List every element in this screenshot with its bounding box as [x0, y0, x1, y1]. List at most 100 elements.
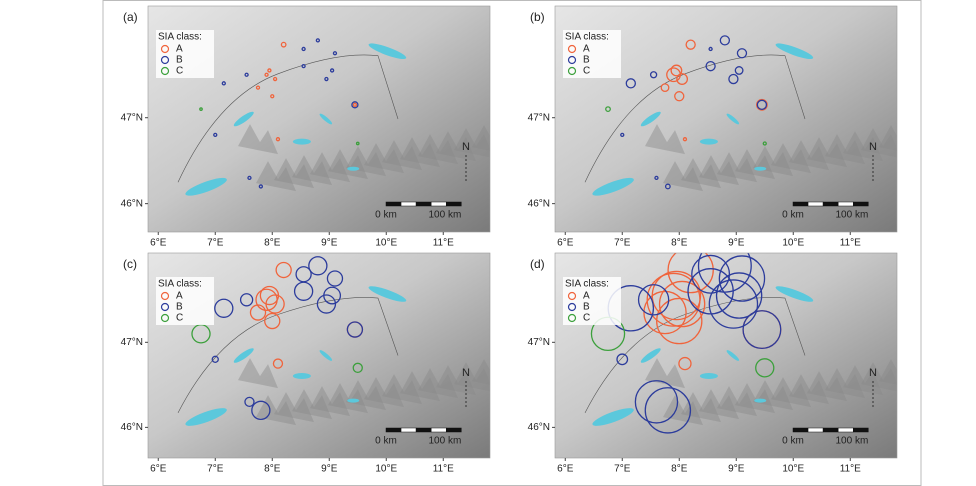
- event-circle: [213, 132, 218, 138]
- relief: [400, 137, 440, 168]
- event-circle: [708, 46, 713, 52]
- legend-marker: [160, 55, 170, 65]
- legend-box: [563, 277, 621, 325]
- event-circle: [762, 141, 767, 146]
- lake: [347, 398, 360, 403]
- x-tick-label: 8°E: [671, 238, 688, 249]
- event-circle: [199, 107, 203, 111]
- event-circle: [625, 78, 636, 89]
- event-circle: [687, 268, 734, 315]
- scale-segment: [400, 201, 417, 207]
- relief: [418, 368, 458, 399]
- event-circle: [255, 85, 261, 90]
- event-circle: [685, 39, 696, 50]
- relief: [735, 383, 775, 414]
- legend-label: A: [176, 44, 183, 55]
- event-circle: [755, 358, 775, 378]
- relief: [753, 380, 793, 411]
- x-tick-label: 6°E: [557, 238, 574, 249]
- relief: [472, 125, 490, 151]
- relief: [382, 140, 422, 171]
- scale-segment: [415, 201, 432, 207]
- lake: [319, 113, 333, 125]
- x-tick-label: 6°E: [557, 464, 574, 475]
- event-circle: [258, 184, 264, 189]
- border: [177, 297, 399, 414]
- x-tick-label: 8°E: [264, 238, 281, 249]
- y-tick-label: 46°N: [528, 422, 550, 433]
- scale-label: 0 km: [375, 436, 397, 447]
- map-frame: [147, 252, 491, 459]
- event-circle: [697, 253, 752, 293]
- lake: [292, 138, 311, 145]
- relief: [454, 362, 490, 392]
- scale-segment: [822, 201, 839, 207]
- relief: [292, 155, 332, 186]
- lake: [292, 373, 311, 379]
- x-tick-label: 6°E: [150, 238, 167, 249]
- scale-label: 100 km: [836, 436, 869, 447]
- relief: [238, 358, 278, 389]
- legend-label: C: [176, 313, 183, 324]
- lake: [699, 138, 718, 145]
- legend-label: A: [583, 44, 590, 55]
- map-frame: [554, 5, 898, 233]
- event-circle: [755, 98, 768, 111]
- map-frame: [147, 5, 491, 233]
- event-circle: [718, 255, 766, 302]
- legend-box: [156, 277, 214, 325]
- scale-segment: [430, 201, 447, 207]
- relief: [256, 161, 296, 192]
- event-circle: [249, 304, 267, 321]
- event-circle: [715, 272, 763, 319]
- scale-segment: [792, 427, 809, 433]
- legend-marker: [567, 291, 577, 301]
- event-circle: [308, 256, 328, 276]
- panel-label: (d): [530, 257, 545, 271]
- event-circle: [326, 270, 344, 287]
- event-circle: [267, 68, 272, 73]
- scale-segment: [792, 201, 809, 207]
- scale-label: 100 km: [836, 210, 869, 221]
- legend-marker: [160, 291, 170, 301]
- relief: [400, 371, 440, 402]
- x-tick-label: 7°E: [614, 238, 631, 249]
- event-circle: [329, 68, 335, 73]
- relief: [717, 386, 757, 417]
- event-circle: [664, 183, 671, 190]
- event-circle: [275, 261, 292, 279]
- event-circle: [214, 298, 234, 318]
- x-tick-label: 9°E: [728, 238, 745, 249]
- event-circle: [674, 91, 685, 102]
- scale-segment: [807, 201, 824, 207]
- border: [584, 54, 806, 183]
- event-circle: [352, 362, 363, 374]
- event-circle: [264, 72, 269, 77]
- scale-segment: [430, 427, 447, 433]
- relief: [771, 143, 811, 174]
- relief: [328, 383, 368, 414]
- lake: [640, 348, 661, 363]
- x-tick-label: 8°E: [264, 464, 281, 475]
- event-circle: [616, 353, 629, 366]
- x-tick-label: 11°E: [840, 464, 861, 475]
- y-tick-label: 47°N: [528, 337, 550, 348]
- event-circle: [323, 286, 342, 305]
- relief: [807, 137, 847, 168]
- event-circle: [678, 356, 692, 371]
- event-circle: [728, 73, 739, 85]
- scale-label: 0 km: [375, 210, 397, 221]
- relief: [825, 134, 865, 165]
- x-tick-label: 11°E: [433, 464, 454, 475]
- legend-box: [156, 30, 214, 78]
- event-circle: [264, 312, 281, 330]
- relief: [436, 365, 476, 396]
- lake: [775, 286, 814, 302]
- relief: [472, 359, 490, 385]
- relief: [789, 140, 829, 171]
- legend-label: C: [583, 313, 590, 324]
- event-circle: [682, 137, 688, 142]
- legend-title: SIA class:: [565, 32, 609, 43]
- x-tick-label: 10°E: [782, 238, 804, 249]
